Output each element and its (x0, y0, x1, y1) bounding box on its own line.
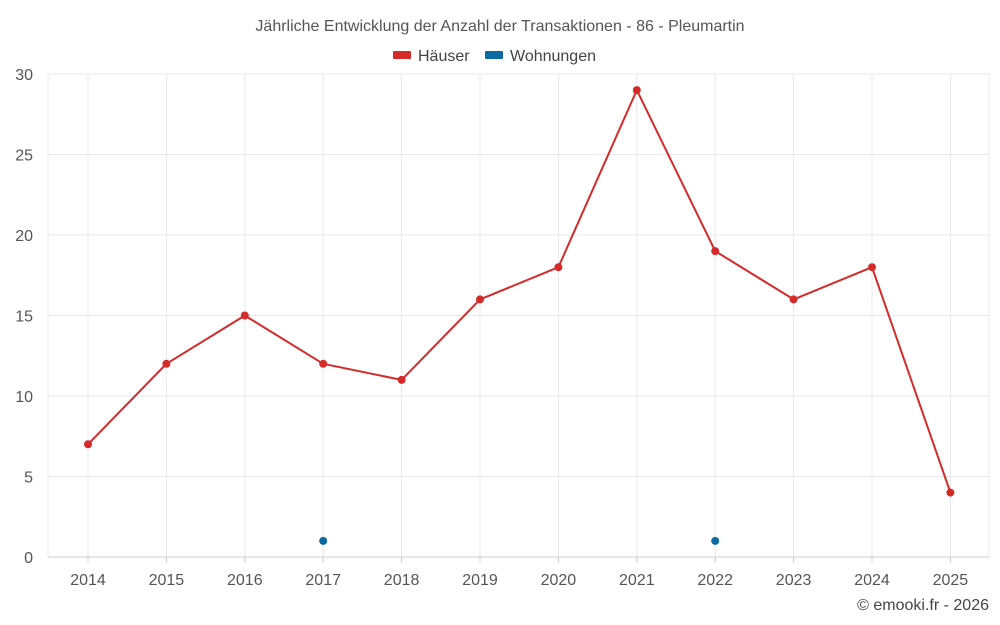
series-lines (87, 89, 952, 493)
data-point-haeuser-2023[interactable] (789, 295, 798, 304)
data-point-haeuser-2020[interactable] (554, 263, 563, 272)
y-axis-ticks: 0 5 10 15 20 25 30 (15, 67, 33, 567)
legend-swatch-haeuser (393, 51, 411, 59)
data-point-haeuser-2018[interactable] (397, 375, 406, 384)
x-axis-ticks: 2014 2015 2016 2017 2018 2019 2020 2021 2022 2023… (70, 557, 968, 589)
data-point-haeuser-2025[interactable] (946, 488, 955, 497)
y-tick-label: 25 (15, 148, 33, 165)
y-tick-label: 30 (15, 67, 33, 84)
legend: Häuser Wohnungen (393, 48, 596, 65)
data-point-haeuser-2014[interactable] (84, 440, 92, 449)
y-tick-label: 0 (24, 550, 33, 567)
legend-swatch-wohnungen (485, 51, 503, 59)
x-tick-label: 2014 (70, 572, 106, 589)
legend-item-wohnungen[interactable]: Wohnungen (485, 48, 596, 65)
data-point-haeuser-2024[interactable] (868, 263, 876, 272)
x-tick-label: 2020 (541, 572, 577, 589)
data-point-wohnungen-2022[interactable] (711, 536, 720, 545)
y-tick-label: 10 (15, 389, 33, 406)
x-tick-label: 2022 (697, 572, 733, 589)
x-tick-label: 2023 (776, 572, 812, 589)
data-point-haeuser-2019[interactable] (476, 295, 484, 304)
data-point-wohnungen-2017[interactable] (319, 536, 328, 545)
legend-label-wohnungen: Wohnungen (510, 48, 596, 65)
grid-lines (47, 73, 990, 557)
credit-text: © emooki.fr - 2026 (857, 597, 989, 614)
y-tick-label: 5 (24, 470, 33, 487)
x-tick-label: 2015 (149, 572, 185, 589)
chart-title: Jährliche Entwicklung der Anzahl der Tra… (255, 18, 744, 35)
x-tick-label: 2024 (854, 572, 890, 589)
series-line-haeuser (87, 89, 952, 493)
x-tick-label: 2019 (462, 572, 498, 589)
data-point-haeuser-2021[interactable] (632, 86, 641, 95)
y-tick-label: 15 (15, 309, 33, 326)
legend-label-haeuser: Häuser (418, 48, 470, 65)
data-point-haeuser-2016[interactable] (240, 311, 249, 320)
x-tick-label: 2018 (384, 572, 420, 589)
x-tick-label: 2021 (619, 572, 655, 589)
x-tick-label: 2017 (305, 572, 341, 589)
y-tick-label: 20 (15, 228, 33, 245)
legend-item-haeuser[interactable]: Häuser (393, 48, 470, 65)
data-point-haeuser-2017[interactable] (319, 359, 328, 368)
x-tick-label: 2025 (933, 572, 969, 589)
data-point-haeuser-2015[interactable] (162, 359, 171, 368)
x-tick-label: 2016 (227, 572, 263, 589)
series-points (84, 86, 955, 545)
data-point-haeuser-2022[interactable] (711, 247, 720, 256)
